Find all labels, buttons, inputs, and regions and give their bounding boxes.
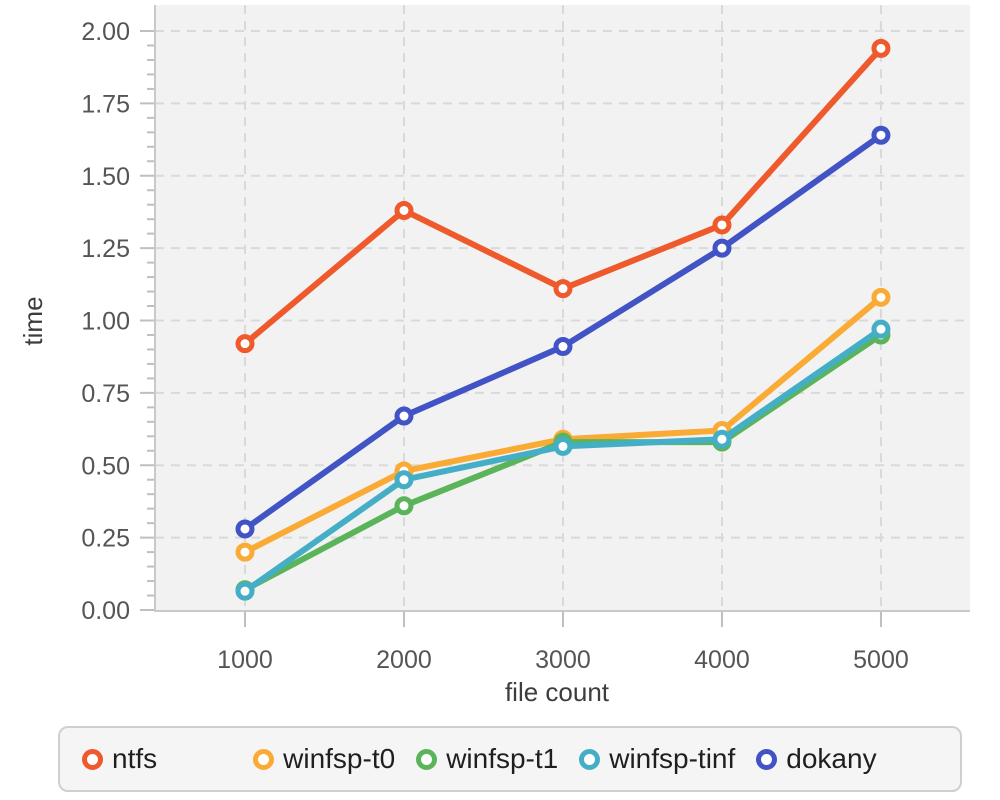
data-point-dokany (394, 406, 414, 426)
data-point-ntfs (553, 279, 573, 299)
legend-label-winfsp-t1: winfsp-t1 (446, 743, 559, 774)
data-point-dokany (871, 125, 891, 145)
winfsp-tinf-marker-icon (579, 748, 601, 770)
legend-item-ntfs: ntfs (82, 743, 157, 775)
y-tick-label: 1.75 (81, 90, 130, 118)
data-point-ntfs (712, 215, 732, 235)
data-point-winfsp-tinf (394, 470, 414, 490)
legend-item-winfsp-t0: winfsp-t0 (253, 743, 395, 775)
dokany-marker-icon (756, 748, 778, 770)
y-tick-label: 1.25 (81, 235, 130, 263)
winfsp-t0-marker-icon (253, 748, 275, 770)
x-tick-label: 1000 (217, 646, 273, 674)
data-point-dokany (553, 337, 573, 357)
y-tick-label: 0.25 (81, 525, 130, 553)
legend-box: ntfs winfsp-t0 winfsp-t1 winfsp-tinf dok… (58, 726, 962, 792)
legend-label-winfsp-tinf: winfsp-tinf (609, 743, 736, 774)
data-point-winfsp-tinf (712, 429, 732, 449)
data-point-winfsp-t0 (871, 287, 891, 307)
line-chart: 0.00 0.25 0.50 0.75 1.00 1.25 1.50 1.75 2.00 1000… (18, 5, 970, 707)
data-point-dokany (712, 238, 732, 258)
y-tick-label: 0.75 (81, 380, 130, 408)
x-tick-label: 4000 (694, 646, 750, 674)
y-axis-title: time (18, 296, 48, 345)
x-tick-label: 5000 (853, 646, 909, 674)
x-tick-label: 2000 (376, 646, 432, 674)
ntfs-marker-icon (82, 748, 103, 770)
winfsp-t1-marker-icon (416, 748, 438, 770)
data-point-winfsp-t0 (235, 542, 255, 562)
y-tick-label: 1.50 (81, 163, 130, 191)
legend-item-winfsp-t1: winfsp-t1 (416, 743, 558, 775)
legend-item-winfsp-tinf: winfsp-tinf (579, 743, 735, 775)
x-axis-title: file count (505, 677, 610, 707)
x-tick-label: 3000 (535, 646, 591, 674)
y-tick-label: 0.00 (81, 597, 130, 625)
legend-label-winfsp-t0: winfsp-t0 (283, 743, 396, 774)
data-point-winfsp-tinf (553, 436, 573, 456)
data-point-ntfs (871, 38, 891, 58)
data-point-dokany (235, 519, 255, 539)
data-point-winfsp-tinf (235, 581, 255, 601)
data-point-ntfs (235, 334, 255, 354)
y-tick-label: 0.50 (81, 452, 130, 480)
data-point-winfsp-tinf (871, 319, 891, 339)
plot-canvas: 0.00 0.25 0.50 0.75 1.00 1.25 1.50 1.75 2.00 1000… (18, 5, 970, 707)
y-tick-label: 2.00 (81, 18, 130, 46)
legend-label-ntfs: ntfs (112, 743, 158, 774)
data-point-ntfs (394, 200, 414, 220)
legend-label-dokany: dokany (786, 743, 877, 774)
data-point-winfsp-t1 (394, 496, 414, 516)
legend-item-dokany: dokany (756, 743, 877, 775)
y-tick-label: 1.00 (81, 308, 130, 336)
